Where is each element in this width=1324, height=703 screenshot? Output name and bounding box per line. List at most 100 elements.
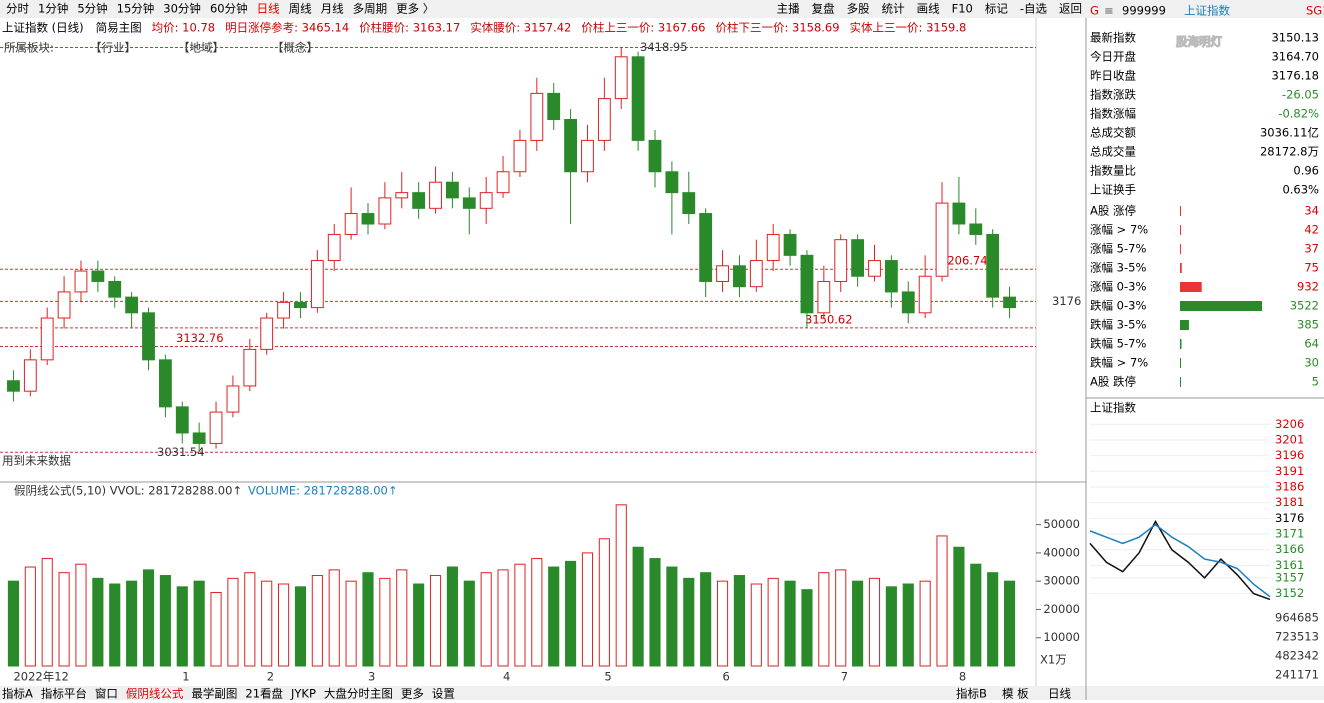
mini-vtick: 482342 [1275,649,1319,663]
mini-tick: 3166 [1275,542,1304,556]
breadth-label: 跌幅 0-3% [1090,299,1146,313]
toolbar-tab[interactable]: 60分钟 [210,2,248,16]
breadth-bar [1180,320,1189,330]
volume-bar [953,546,965,667]
toolbar-button[interactable]: 复盘 [812,2,835,16]
breadth-value: 385 [1297,318,1319,332]
breadth-value: 932 [1297,280,1319,294]
toolbar-button[interactable]: 统计 [882,2,905,16]
candle-body [1003,296,1016,309]
candle-body [294,301,307,309]
volume-bar [548,566,560,667]
bottom-tab[interactable]: 大盘分时主图 [324,687,393,701]
breadth-value: 30 [1304,356,1319,370]
toolbar-tab[interactable]: 15分钟 [117,2,155,16]
panel-header: G [1090,4,1099,18]
bottom-tab[interactable]: 指标平台 [41,687,87,701]
info-item: 明日涨停参考: 3465.14 [225,21,349,35]
volume-bar [784,580,796,667]
candle-body [260,317,274,350]
volume-bar [109,583,121,667]
candle-body [749,260,763,288]
candle-body [986,233,1000,298]
info-item: 价柱上三一价: 3167.66 [581,21,705,35]
candle-body [310,260,324,309]
toolbar-tab[interactable]: 1分钟 [38,2,68,16]
candle-body [395,192,409,199]
volume-bar [1003,580,1016,667]
x-tick-label: 8 [959,670,966,684]
bottom-tab[interactable]: 设置 [432,687,455,701]
toolbar-tab[interactable]: 周线 [289,2,312,16]
x-tick-label: 7 [841,670,848,684]
candle-body [378,197,392,225]
toolbar-button[interactable]: 多股 [847,2,870,16]
bottom-tab[interactable]: 21看盘 [245,687,283,701]
candle-body [479,192,493,209]
x-tick-label: 2022年12 [13,670,68,684]
candle-body [783,233,797,256]
x-tick-label: 4 [503,670,510,684]
toolbar-tab[interactable]: 分时 [6,2,29,16]
candle-body [614,56,628,100]
v-tick-label: 20000 [1043,602,1080,616]
candle-body [901,291,915,314]
toolbar-button[interactable]: 返回 [1059,2,1082,16]
candle-body [648,139,662,173]
volume-bar [75,563,87,667]
bottom-tab[interactable]: 假阴线公式 [126,687,184,701]
candle-body [327,233,341,262]
breadth-value: 5 [1312,375,1319,389]
candle-body [23,359,37,392]
stat-label: 昨日收盘 [1090,69,1136,83]
mini-tick: 3161 [1275,558,1304,572]
bottom-tab[interactable]: 更多 [401,687,424,701]
bottom-tab[interactable]: JYKP [290,687,316,701]
candle-body [192,432,206,444]
toolbar-tab[interactable]: 更多 〉 [396,2,434,16]
breadth-value: 37 [1304,242,1319,256]
bottom-tab[interactable]: 最学副图 [191,687,237,701]
mini-tick: 3171 [1275,527,1304,541]
bottom-right[interactable]: 模 板 [1002,687,1029,701]
mini-price [1089,519,1271,601]
bottom-tab[interactable]: 窗口 [95,687,118,701]
toolbar-button[interactable]: 画线 [917,2,940,16]
x-tick-label: 2 [267,670,274,684]
info-item: 实体腰价: 3157.42 [470,21,571,35]
toolbar-tab[interactable]: 5分钟 [77,2,107,16]
toolbar-tab[interactable]: 30分钟 [163,2,201,16]
toolbar-tab[interactable]: 日线 [257,2,280,16]
candle-body [530,92,544,141]
toolbar-button[interactable]: 主播 [777,2,800,16]
volume-bar [176,586,188,667]
level-label: 3132.76 [176,331,224,345]
bottom-bar-bg [0,686,1324,700]
x-tick-label: 1 [182,670,189,684]
breadth-label: 跌幅 > 7% [1090,356,1148,370]
toolbar-button[interactable]: F10 [952,2,973,16]
volume-bar [463,580,475,667]
mini-tick: 3206 [1275,417,1304,431]
toolbar-button[interactable]: -自选 [1020,2,1048,16]
x-tick-label: 5 [604,670,611,684]
bottom-right[interactable]: 日线 [1048,687,1071,701]
panel-header: 999999 [1122,4,1166,18]
toolbar-button[interactable]: 标记 [985,2,1008,16]
volume-bar [7,580,20,667]
info-item: 价柱下三一价: 3158.69 [715,21,839,35]
toolbar-tab[interactable]: 月线 [321,2,344,16]
toolbar-tab[interactable]: 多周期 [353,2,388,16]
volume-bar [902,583,914,667]
breadth-bar [1180,339,1182,349]
bottom-tab[interactable]: 指标A [2,687,33,701]
bottom-right[interactable]: 指标B [956,687,987,701]
mini-vtick: 723513 [1275,630,1319,644]
level-label: 3150.62 [805,312,853,326]
info-item: 实体上三一价: 3159.8 [850,21,967,35]
candle-body [243,348,257,387]
candle-body [699,213,713,282]
stat-value: -0.82% [1278,107,1319,121]
stat-label: 总成交量 [1090,145,1136,159]
